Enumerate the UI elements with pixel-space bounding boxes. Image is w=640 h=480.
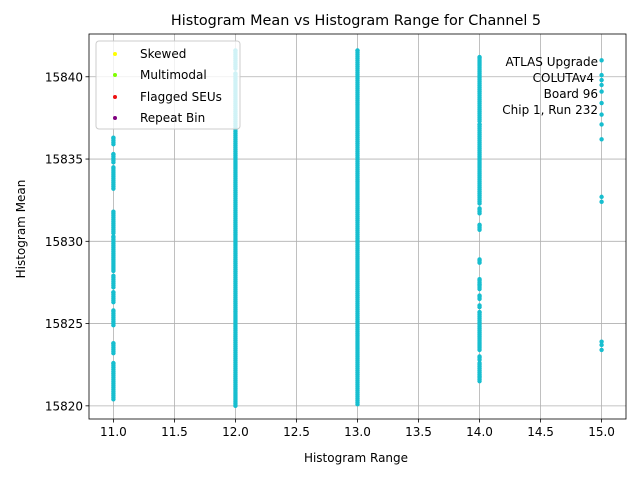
data-point: [111, 341, 116, 346]
data-point: [599, 137, 604, 142]
legend-label-skewed: Skewed: [140, 47, 186, 61]
data-point: [599, 199, 604, 205]
x-tick-label: 15.0: [588, 425, 615, 439]
data-point: [477, 54, 482, 60]
data-point: [477, 222, 482, 228]
data-point: [111, 135, 116, 140]
legend-marker-multimodal: [113, 73, 117, 77]
y-tick-label: 15830: [45, 235, 83, 249]
data-point: [477, 360, 482, 366]
x-tick-label: 14.0: [466, 425, 493, 439]
x-tick-label: 14.5: [527, 425, 554, 439]
data-point: [599, 77, 604, 83]
data-point: [111, 234, 116, 239]
legend-label-multimodal: Multimodal: [140, 68, 207, 82]
annotation-line-2: COLUTAv4: [533, 71, 594, 85]
data-point: [599, 112, 604, 117]
x-tick-label: 13.5: [405, 425, 432, 439]
annotation-line-4: Chip 1, Run 232: [502, 103, 598, 117]
data-point: [599, 89, 604, 94]
data-point: [599, 100, 604, 106]
x-tick-label: 13.0: [344, 425, 371, 439]
data-point: [599, 339, 604, 344]
y-tick-label: 15840: [45, 70, 83, 84]
y-axis-label: Histogram Mean: [14, 180, 28, 279]
data-point: [599, 347, 604, 353]
x-axis-label: Histogram Range: [304, 451, 408, 465]
legend-marker-repeat-bin: [113, 116, 117, 120]
data-point: [477, 293, 482, 298]
data-point: [477, 309, 482, 315]
annotation-line-3: Board 96: [544, 87, 598, 101]
annotation-line-1: ATLAS Upgrade: [505, 55, 598, 69]
legend-box: [95, 40, 241, 130]
x-tick-label: 12.0: [222, 425, 249, 439]
x-tick-label: 11.0: [100, 425, 127, 439]
data-point: [355, 48, 360, 53]
annotation-block: ATLAS Upgrade COLUTAv4 Board 96 Chip 1, …: [502, 55, 598, 117]
y-tick-label: 15825: [45, 317, 83, 331]
data-point: [477, 276, 482, 282]
legend-label-flagged-seus: Flagged SEUs: [140, 90, 222, 104]
data-point: [599, 194, 604, 200]
data-point: [111, 290, 116, 295]
x-tick-label: 11.5: [161, 425, 188, 439]
data-point: [111, 151, 116, 157]
x-tick-label: 12.5: [283, 425, 310, 439]
legend-marker-skewed: [113, 52, 117, 56]
data-point: [477, 257, 482, 262]
x-axis-ticks: 11.0 11.5 12.0 12.5 13.0 13.5 14.0 14.5 15.0: [100, 419, 615, 439]
legend-label-repeat-bin: Repeat Bin: [140, 111, 205, 125]
data-point: [477, 122, 482, 127]
data-point: [599, 342, 604, 348]
data-point: [111, 209, 116, 214]
data-point: [477, 303, 482, 308]
data-point: [111, 273, 116, 279]
y-tick-label: 15835: [45, 153, 83, 167]
data-point: [599, 82, 604, 88]
data-point: [111, 308, 116, 313]
data-point: [111, 360, 116, 366]
y-tick-label: 15820: [45, 399, 83, 413]
chart-title: Histogram Mean vs Histogram Range for Ch…: [171, 13, 541, 29]
data-point: [599, 72, 604, 78]
legend: Skewed Multimodal Flagged SEUs Repeat Bi…: [95, 40, 241, 130]
data-point: [599, 122, 604, 127]
data-point: [111, 165, 116, 170]
legend-marker-flagged-seus: [113, 95, 117, 99]
y-axis-ticks: 15820 15825 15830 15835 15840: [45, 70, 89, 413]
data-point: [477, 206, 482, 211]
data-point: [477, 354, 482, 359]
data-point: [599, 58, 604, 63]
